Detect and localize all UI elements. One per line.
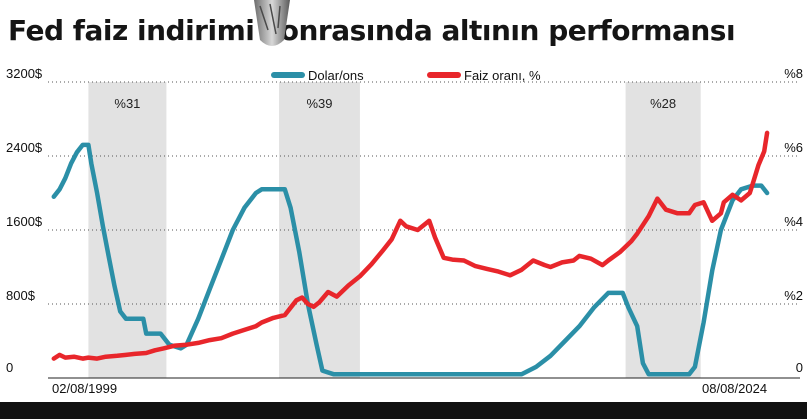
left-tick-0: 0 bbox=[6, 360, 13, 375]
left-tick-1: 800$ bbox=[6, 288, 36, 303]
band-label-2: %28 bbox=[650, 96, 676, 111]
chart-title: Fed faiz indirimi sonrasında altının per… bbox=[8, 14, 736, 47]
right-tick-2: %4 bbox=[784, 214, 803, 229]
x-end-label: 08/08/2024 bbox=[702, 381, 767, 396]
left-tick-2: 1600$ bbox=[6, 214, 43, 229]
left-tick-3: 2400$ bbox=[6, 140, 43, 155]
legend-label-dolar: Dolar/ons bbox=[308, 68, 364, 83]
right-tick-0: 0 bbox=[796, 360, 803, 375]
band-label-0: %31 bbox=[114, 96, 140, 111]
series-line-dolar-ons bbox=[51, 142, 770, 377]
left-tick-4: 3200$ bbox=[6, 66, 43, 81]
band-label-1: %39 bbox=[306, 96, 332, 111]
right-tick-3: %6 bbox=[784, 140, 803, 155]
right-tick-1: %2 bbox=[784, 288, 803, 303]
legend-label-faiz: Faiz oranı, % bbox=[464, 68, 541, 83]
series-line-faiz-orani bbox=[51, 130, 770, 361]
band-1 bbox=[279, 82, 360, 378]
gridlines: 0 800$ 1600$ 2400$ 3200$ 0 %2 %4 %6 %8 bbox=[6, 66, 803, 379]
legend: Dolar/ons Faiz oranı, % bbox=[271, 68, 541, 83]
right-tick-4: %8 bbox=[784, 66, 803, 81]
series-lines bbox=[51, 130, 770, 377]
gold-bar-photo-icon bbox=[254, 0, 290, 46]
x-start-label: 02/08/1999 bbox=[52, 381, 117, 396]
footer-bar bbox=[0, 402, 807, 419]
